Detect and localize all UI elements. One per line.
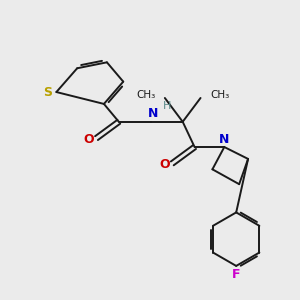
Text: H: H (163, 101, 171, 111)
Text: S: S (44, 85, 52, 98)
Text: CH₃: CH₃ (210, 90, 229, 100)
Text: F: F (232, 268, 240, 281)
Text: N: N (148, 107, 158, 120)
Text: O: O (160, 158, 170, 171)
Text: CH₃: CH₃ (136, 90, 155, 100)
Text: O: O (84, 133, 94, 146)
Text: N: N (219, 133, 230, 146)
